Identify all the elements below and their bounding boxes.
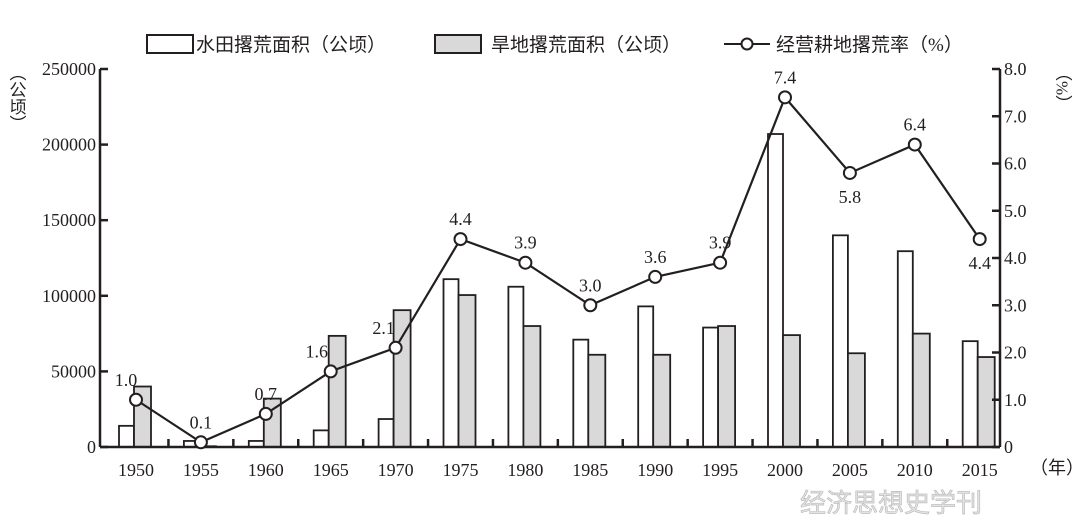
rate-data-label: 0.1 [190, 412, 213, 432]
legend-marker-rate [740, 37, 754, 51]
y-left-tick-label: 200000 [42, 135, 96, 155]
bar-paddy-1995 [702, 326, 719, 448]
bar-paddy-2000 [767, 133, 784, 448]
legend-swatch-paddy [146, 34, 194, 54]
x-tick-label: 1995 [702, 460, 738, 480]
y-left-tick-label: 100000 [42, 286, 96, 306]
rate-data-label: 3.0 [579, 275, 602, 295]
rate-point-1960 [258, 406, 273, 421]
x-tick-label: 2010 [897, 460, 933, 480]
rate-point-2010 [907, 137, 922, 152]
y-right-tick-label: 8.0 [1004, 59, 1027, 79]
bar-paddy-2015 [961, 340, 979, 448]
x-tick-label: 1975 [443, 460, 479, 480]
bar-paddy-1975 [442, 278, 460, 448]
legend-label-paddy: 水田撂荒面积（公顷） [196, 34, 386, 56]
rate-data-label: 1.0 [115, 370, 138, 390]
rate-data-label: 7.4 [774, 67, 797, 87]
x-tick-label: 2005 [832, 460, 868, 480]
y-right-tick-label: 0 [1004, 437, 1013, 457]
bar-dry-2000 [782, 334, 801, 448]
rate-line [135, 95, 981, 444]
rate-data-label: 3.6 [644, 247, 667, 267]
x-tick-label: 1980 [507, 460, 543, 480]
y-right-tick-label: 2.0 [1004, 343, 1027, 363]
y-right-tick-label: 7.0 [1004, 106, 1027, 126]
bar-dry-2010 [911, 332, 931, 448]
x-tick-label: 1990 [637, 460, 673, 480]
rate-data-label: 4.4 [449, 209, 472, 229]
rate-point-1980 [518, 255, 533, 270]
rate-point-2005 [842, 165, 857, 180]
bar-paddy-1990 [637, 305, 655, 448]
y-left-tick-label: 150000 [42, 210, 96, 230]
bar-paddy-1965 [312, 429, 330, 448]
rate-point-2000 [778, 90, 792, 105]
y-right-tick-label: 4.0 [1004, 248, 1027, 268]
bar-dry-1995 [717, 325, 736, 448]
rate-data-label: 1.6 [305, 341, 328, 361]
rate-data-label: 2.1 [372, 318, 395, 338]
legend-swatch-dry [434, 34, 482, 54]
bar-dry-1975 [457, 294, 477, 448]
y-axis-right-label: （%） [1053, 64, 1073, 112]
rate-data-label: 3.9 [709, 233, 732, 253]
x-tick-label: 2015 [962, 460, 998, 480]
bar-dry-1985 [587, 353, 607, 448]
rate-point-1955 [193, 435, 208, 450]
bar-dry-1965 [327, 334, 347, 448]
watermark: 经济思想史学刊 [800, 489, 982, 518]
x-axis-label: （年） [1030, 458, 1080, 478]
x-tick-label: 2000 [767, 460, 803, 480]
y-left-tick-label: 0 [87, 437, 96, 457]
rate-data-label: 0.7 [255, 384, 278, 404]
bar-dry-1970 [392, 309, 412, 448]
y-right-tick-label: 5.0 [1004, 201, 1027, 221]
y-right-tick-label: 3.0 [1004, 295, 1027, 315]
y-right-tick-label: 6.0 [1004, 154, 1027, 174]
x-tick-label: 1950 [118, 460, 154, 480]
rate-data-label: 4.4 [968, 253, 991, 273]
y-right-tick-label: 1.0 [1004, 390, 1027, 410]
plot-area: 1950 1955 1960 1965 1970 1975 1980 1985 1990 1995… [42, 59, 1027, 480]
bar-paddy-2010 [896, 250, 914, 448]
x-tick-label: 1970 [378, 460, 414, 480]
x-tick-label: 1985 [572, 460, 608, 480]
legend-label-dry: 旱地撂荒面积（公顷） [491, 34, 681, 56]
rate-point-1990 [648, 269, 663, 284]
bar-paddy-1970 [377, 418, 395, 448]
y-left-tick-label: 50000 [51, 361, 96, 381]
legend: 水田撂荒面积（公顷） 旱地撂荒面积（公顷） 经营耕地撂荒率（%） [146, 34, 963, 56]
x-tick-label: 1965 [313, 460, 349, 480]
rate-data-label: 5.8 [839, 187, 862, 207]
bar-dry-2005 [847, 352, 866, 448]
rate-point-2015 [972, 232, 987, 247]
bar-dry-1990 [652, 353, 672, 448]
rate-point-1975 [453, 232, 468, 247]
bar-paddy-2005 [832, 234, 849, 448]
bar-dry-1980 [522, 325, 542, 448]
rate-point-1965 [323, 364, 338, 379]
bar-paddy-1980 [507, 285, 525, 448]
rate-point-1950 [129, 392, 143, 407]
y-left-tick-label: 250000 [42, 59, 96, 79]
bar-paddy-1985 [572, 338, 590, 448]
legend-label-rate: 经营耕地撂荒率（%） [776, 34, 963, 56]
rate-point-1970 [388, 340, 403, 355]
rate-point-1985 [583, 298, 598, 313]
rate-data-label: 6.4 [904, 115, 927, 135]
x-tick-label: 1960 [248, 460, 284, 480]
rate-data-label: 3.9 [514, 233, 537, 253]
y-axis-left-label: （公顷） [7, 64, 27, 132]
bar-dry-2015 [976, 356, 996, 448]
rate-point-1995 [713, 255, 728, 270]
x-tick-label: 1955 [183, 460, 219, 480]
bar-paddy-1950 [118, 424, 135, 448]
